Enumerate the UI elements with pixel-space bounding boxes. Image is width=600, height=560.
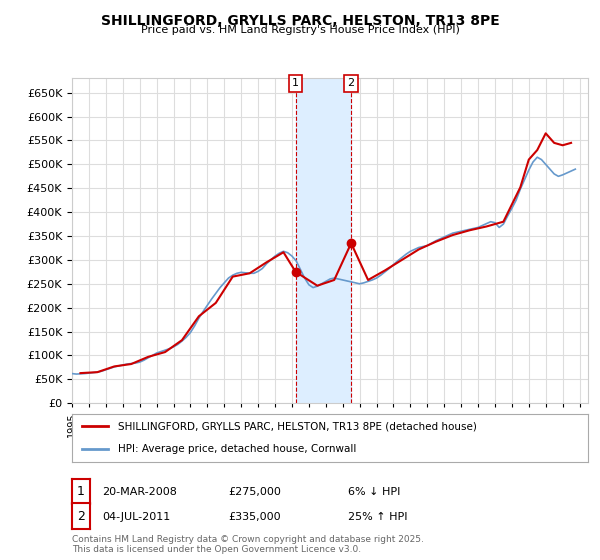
Text: £335,000: £335,000 [228, 512, 281, 522]
Text: SHILLINGFORD, GRYLLS PARC, HELSTON, TR13 8PE: SHILLINGFORD, GRYLLS PARC, HELSTON, TR13… [101, 14, 499, 28]
Text: 2: 2 [77, 510, 85, 522]
Text: 1: 1 [292, 78, 299, 88]
Text: SHILLINGFORD, GRYLLS PARC, HELSTON, TR13 8PE (detached house): SHILLINGFORD, GRYLLS PARC, HELSTON, TR13… [118, 421, 478, 431]
Text: HPI: Average price, detached house, Cornwall: HPI: Average price, detached house, Corn… [118, 444, 357, 454]
Bar [296, 78, 351, 403]
Text: 04-JUL-2011: 04-JUL-2011 [102, 512, 170, 522]
Text: 2: 2 [347, 78, 355, 88]
Text: Price paid vs. HM Land Registry's House Price Index (HPI): Price paid vs. HM Land Registry's House … [140, 25, 460, 35]
Text: 20-MAR-2008: 20-MAR-2008 [102, 487, 177, 497]
Text: 1: 1 [77, 485, 85, 498]
Text: Contains HM Land Registry data © Crown copyright and database right 2025.
This d: Contains HM Land Registry data © Crown c… [72, 535, 424, 554]
Text: £275,000: £275,000 [228, 487, 281, 497]
Text: 25% ↑ HPI: 25% ↑ HPI [348, 512, 407, 522]
Text: 6% ↓ HPI: 6% ↓ HPI [348, 487, 400, 497]
